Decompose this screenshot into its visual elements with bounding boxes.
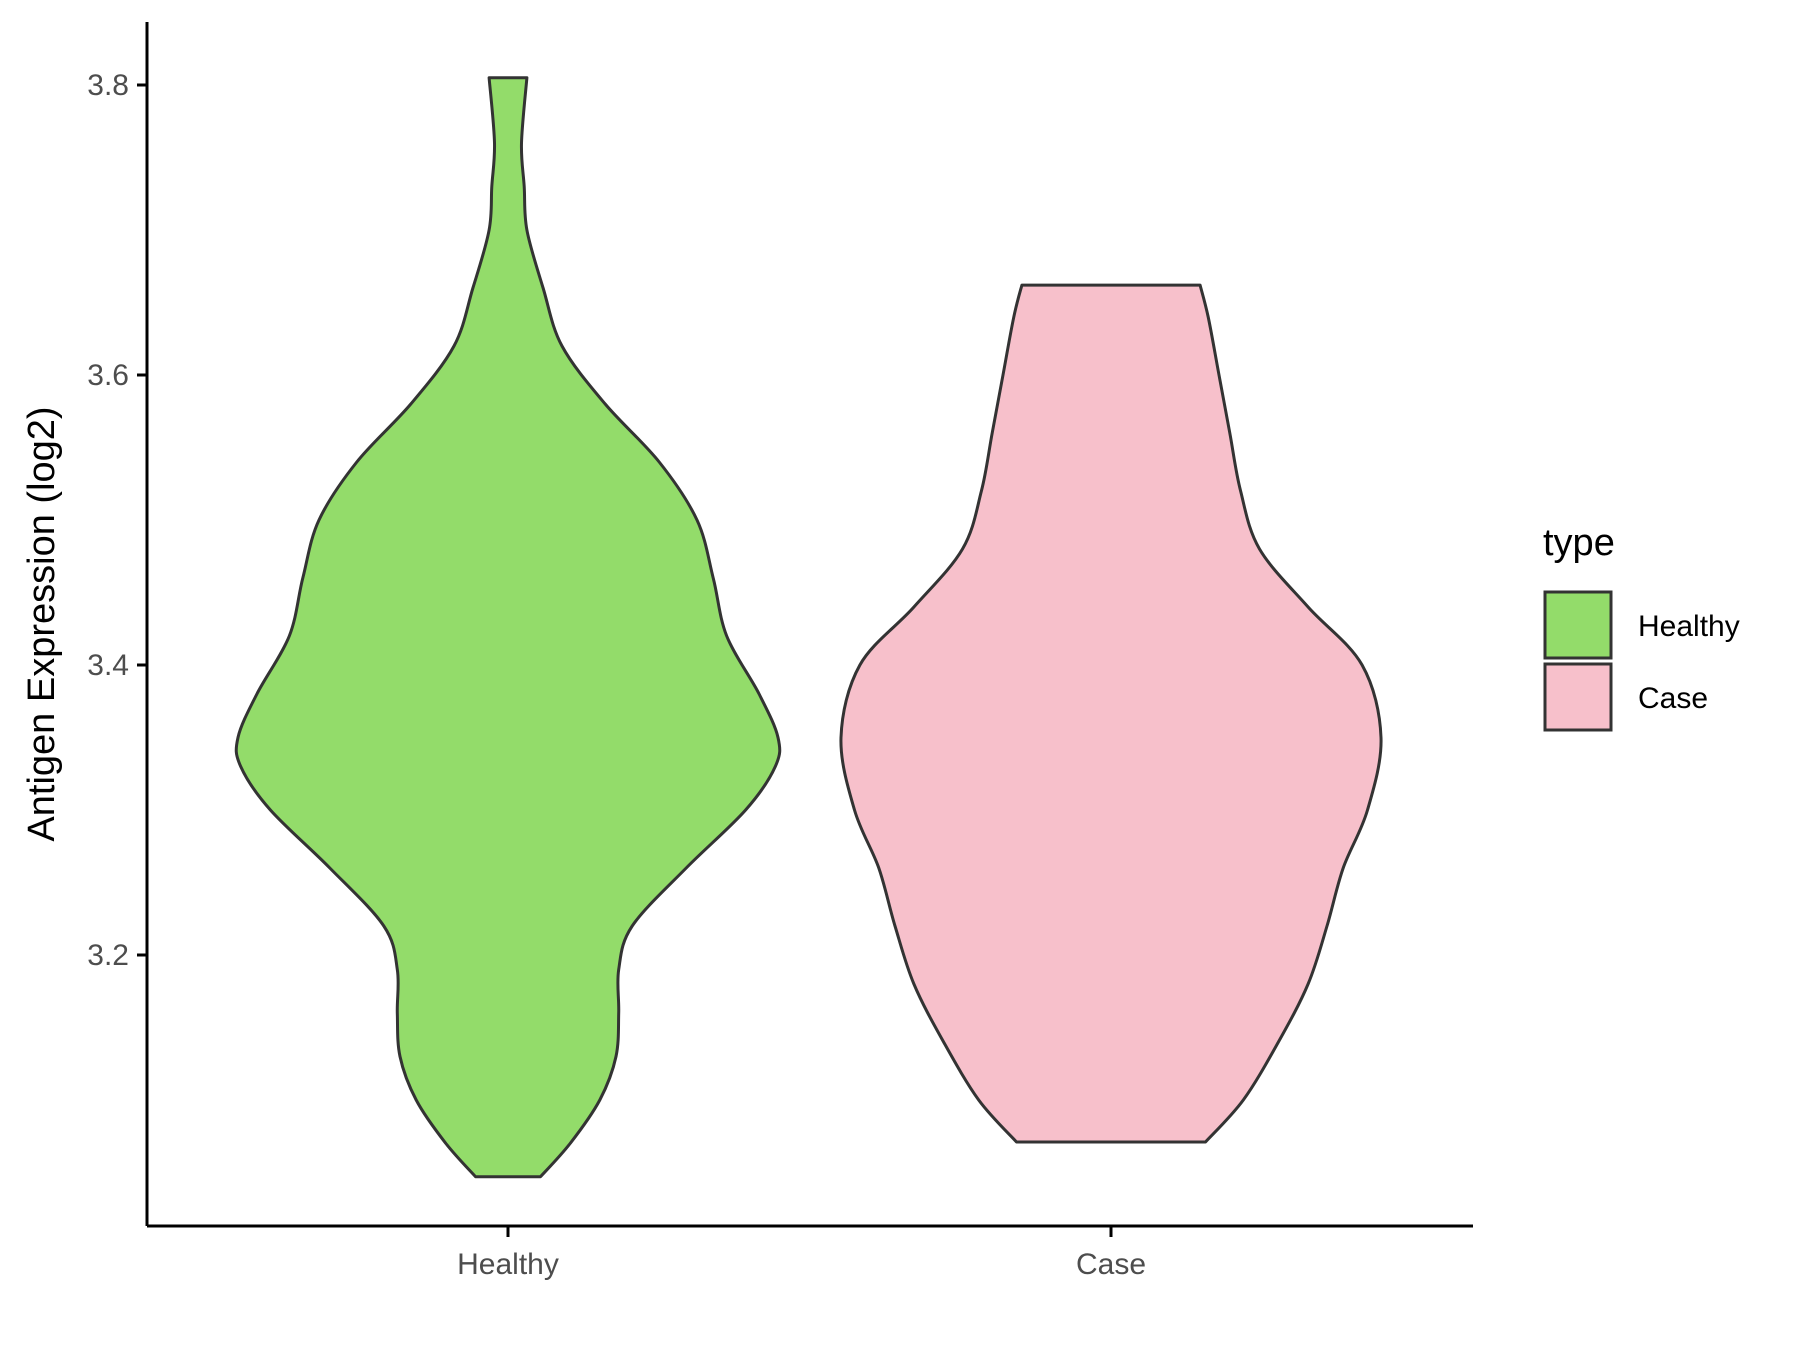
x-axis-ticks: Healthy Case [457,1226,1146,1281]
legend-key-healthy [1543,590,1613,660]
x-tick-label: Healthy [457,1248,559,1281]
y-tick-label: 3.2 [87,939,129,972]
y-axis-title: Antigen Expression (log2) [21,406,63,841]
violin-layer [234,76,1383,1179]
legend-label-healthy: Healthy [1638,610,1740,643]
legend: type Healthy Case [1543,522,1740,732]
violin-case [839,283,1383,1144]
x-tick-label: Case [1076,1248,1146,1281]
legend-title: type [1543,522,1615,564]
y-tick-label: 3.4 [87,649,129,682]
legend-label-case: Case [1638,682,1708,715]
y-tick-label: 3.8 [87,69,129,102]
violin-healthy [234,76,782,1179]
y-axis-ticks: 3.2 3.4 3.6 3.8 [87,69,147,972]
y-tick-label: 3.6 [87,359,129,392]
legend-key-case [1543,662,1613,732]
